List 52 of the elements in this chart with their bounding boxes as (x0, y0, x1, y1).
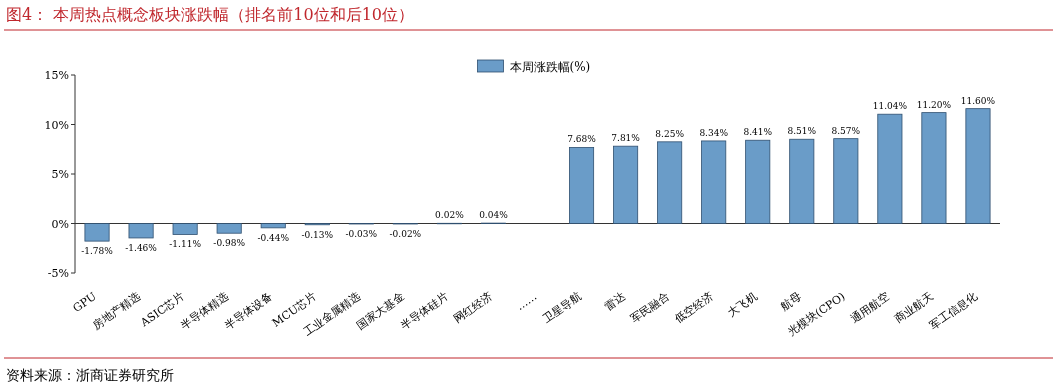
data-label: 7.68% (567, 134, 597, 145)
data-label: 8.34% (699, 127, 729, 138)
bar (921, 112, 947, 224)
data-label: 8.25% (655, 128, 685, 139)
bar (172, 223, 198, 235)
y-tick-label: -5% (47, 267, 69, 280)
bar (745, 139, 771, 224)
x-tick-label: 通用航空 (848, 289, 892, 326)
x-tick-label: …… (513, 289, 540, 314)
data-label: -1.11% (169, 239, 202, 250)
data-label: -1.78% (81, 246, 114, 257)
bar (569, 147, 595, 224)
data-label: 11.60% (960, 95, 996, 106)
bar (877, 113, 903, 224)
chart-title: 图4： 本周热点概念板块涨跌幅（排名前10位和后10位） (6, 5, 414, 24)
data-label: -1.46% (125, 242, 158, 253)
data-label: 11.04% (872, 101, 908, 112)
x-tick-label: 网红经济 (451, 289, 496, 326)
data-label: 8.51% (787, 126, 817, 137)
y-tick-label: 10% (44, 118, 69, 132)
data-label: -0.98% (213, 238, 246, 249)
x-tick-label: 雷达 (601, 289, 628, 314)
x-tick-label: 卫星导航 (539, 289, 584, 326)
y-tick-label: 15% (44, 69, 69, 82)
bar (128, 223, 154, 239)
data-label: -0.13% (301, 229, 334, 240)
data-label: -0.03% (345, 228, 378, 239)
data-label: -0.44% (257, 232, 290, 243)
data-label: 8.57% (831, 125, 861, 136)
bar (216, 223, 242, 234)
bar (84, 223, 110, 242)
data-label: -0.02% (389, 228, 422, 239)
data-label: 0.04% (479, 210, 509, 221)
data-label: 7.81% (611, 133, 641, 144)
data-label: 11.20% (916, 99, 952, 110)
text: 资料来源：浙商证券研究所 (6, 367, 174, 383)
data-label: 0.02% (435, 210, 465, 221)
y-tick-label: 5% (51, 168, 69, 181)
bar (833, 138, 859, 224)
x-tick-label: 低空经济 (671, 289, 716, 326)
bar (965, 108, 991, 224)
bar (613, 145, 639, 224)
data-label: 8.41% (743, 127, 773, 138)
bar (701, 140, 727, 224)
bar (657, 141, 683, 224)
x-tick-label: 航母 (778, 289, 804, 314)
x-tick-label: 大飞机 (724, 289, 760, 320)
bar (789, 138, 815, 224)
legend-label: 本周涨跌幅(%) (509, 60, 591, 74)
x-tick-label: 军民融合 (627, 289, 672, 326)
bar (260, 223, 286, 229)
y-tick-label: 0% (51, 217, 69, 231)
